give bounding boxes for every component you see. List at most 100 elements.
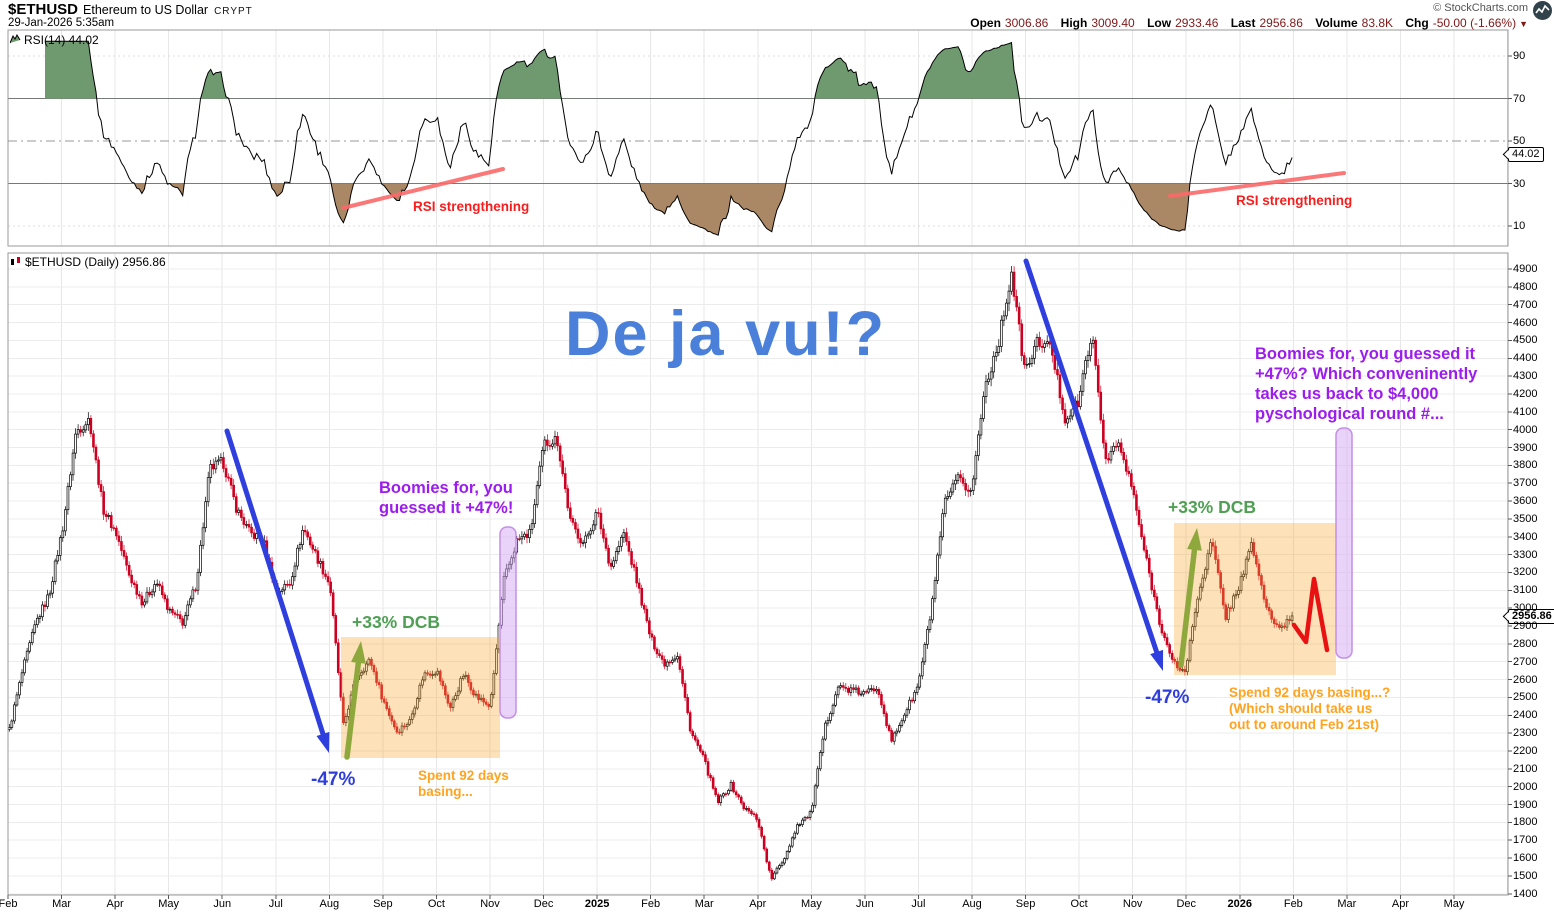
rsi-indicator-icon	[9, 33, 21, 44]
dejavu-title: De ja vu!?	[565, 299, 887, 369]
y-axis-label: 3400	[1513, 530, 1538, 543]
y-axis-label: 4700	[1513, 298, 1538, 311]
x-axis-label: Mar	[52, 898, 72, 910]
y-axis-label: 3900	[1513, 441, 1538, 454]
y-axis-label: 3200	[1513, 566, 1538, 579]
x-axis-label: May	[800, 898, 822, 910]
y-axis-label: 4900	[1513, 263, 1538, 275]
y-axis-label: 3100	[1513, 584, 1538, 597]
rsi-line	[45, 40, 1293, 236]
y-axis-label: 3300	[1513, 548, 1538, 561]
x-axis-label: Mar	[694, 898, 714, 910]
y-axis-label: 1500	[1513, 869, 1538, 882]
stockcharts-credit: © StockCharts.com	[1433, 2, 1528, 14]
rsi-strengthening-label-right: RSI strengthening	[1236, 193, 1353, 208]
candlestick-series	[8, 266, 1294, 881]
x-axis-label: Aug	[319, 898, 340, 910]
y-axis-label: 2600	[1513, 673, 1538, 686]
gridlines	[7, 30, 1509, 895]
open-label: Open	[970, 16, 1001, 30]
y-axis-label: 3800	[1513, 459, 1538, 472]
boomies-note-left: Boomies for, you guessed it +47%!	[379, 479, 514, 517]
decline-arrow-left	[224, 428, 330, 753]
y-axis-label: 2100	[1513, 762, 1538, 775]
rsi-axis-label: 10	[1513, 220, 1526, 233]
y-axis-label: 4600	[1513, 316, 1538, 329]
y-axis-label: 4400	[1513, 352, 1538, 365]
y-axis-label: 2400	[1513, 709, 1538, 722]
x-axis-label: 2026	[1227, 898, 1252, 910]
stockcharts-logo-icon	[1533, 1, 1552, 20]
last-label: Last	[1230, 16, 1256, 30]
y-axis-label: 2800	[1513, 637, 1538, 650]
x-axis-label: Apr	[749, 898, 767, 910]
rsi-oversold-fill	[45, 183, 1293, 236]
rsi-trendline-right	[1168, 171, 1346, 198]
y-axis-label: 2500	[1513, 691, 1538, 704]
x-axis-label: Feb	[1283, 898, 1303, 910]
rsi-axis-label: 70	[1513, 92, 1526, 105]
basing-box-left	[341, 637, 500, 758]
y-axis-label: 3500	[1513, 512, 1538, 525]
low-value: 2933.46	[1175, 16, 1219, 30]
y-axis-label: 4800	[1513, 280, 1538, 293]
x-axis-label: Aug	[962, 898, 982, 910]
breakout-band-left	[499, 526, 517, 719]
x-axis-label: Oct	[427, 898, 445, 910]
y-axis-label: 2300	[1513, 727, 1538, 740]
rsi-trendline-left	[341, 167, 505, 210]
axis-ticks	[7, 55, 1512, 899]
rsi-strengthening-label-left: RSI strengthening	[413, 199, 530, 214]
rsi-panel-label: RSI(14) 44.02	[9, 33, 99, 47]
x-axis-label: Dec	[1176, 898, 1196, 910]
rsi-value-tag: 44.02	[1508, 146, 1544, 162]
x-axis-label: May	[158, 898, 180, 910]
low-label: Low	[1147, 16, 1172, 30]
price-panel-label: $ETHUSD (Daily) 2956.86	[10, 255, 166, 269]
y-axis-label: 4000	[1513, 423, 1538, 436]
x-axis-label: Feb	[0, 898, 18, 910]
y-axis-label: 1400	[1513, 887, 1538, 900]
x-axis-label: Feb	[641, 898, 661, 910]
dcb-arrow-right	[1178, 528, 1202, 668]
y-axis-label: 3600	[1513, 495, 1538, 508]
y-axis-label: 4500	[1513, 334, 1538, 347]
rsi-axis-label: 90	[1513, 50, 1526, 63]
y-axis-label: 1800	[1513, 816, 1538, 829]
volume-label: Volume	[1315, 16, 1358, 30]
price-indicator-icon	[11, 257, 20, 265]
basing-note-left: Spent 92 days basing...	[418, 768, 509, 799]
y-axis-label: 1700	[1513, 834, 1538, 847]
decline-arrow-right	[1023, 258, 1164, 671]
y-axis-label: 3000	[1513, 602, 1538, 615]
dcb-arrow-left	[344, 641, 366, 760]
chg-value: -50.00 (-1.66%)	[1432, 16, 1517, 30]
chart-datetime: 29-Jan-2026 5:35am	[8, 17, 115, 29]
boomies-note-right: Boomies for, you guessed it +47%? Which …	[1255, 345, 1478, 423]
dcb-label-right: +33% DCB	[1168, 497, 1257, 517]
x-axis-label: Nov	[480, 898, 500, 910]
quote-bar: Open 3006.86 High 3009.40 Low 2933.46 Last 2…	[961, 16, 1528, 30]
x-axis-label: Sep	[1015, 898, 1036, 910]
x-axis-label: Jul	[911, 898, 926, 910]
last-price-tag: 2956.86	[1508, 608, 1554, 624]
x-axis-label: Jul	[268, 898, 283, 910]
rsi-panel-border	[7, 29, 1509, 247]
x-axis-label: Dec	[533, 898, 554, 910]
rsi-overbought-fill	[45, 41, 1020, 99]
chg-label: Chg	[1405, 16, 1429, 30]
x-axis-label: Apr	[106, 898, 124, 910]
projection-zigzag	[1291, 576, 1330, 653]
x-axis-label: Sep	[373, 898, 393, 910]
x-axis-label: Oct	[1070, 898, 1088, 910]
y-axis-label: 4300	[1513, 370, 1538, 383]
y-axis-label: 3700	[1513, 477, 1538, 490]
x-axis-label: Jun	[856, 898, 874, 910]
y-axis-label: 1900	[1513, 798, 1538, 811]
minus47-label-left: -47%	[311, 769, 356, 790]
high-value: 3009.40	[1091, 16, 1135, 30]
y-axis-label: 2700	[1513, 655, 1538, 668]
y-axis-label: 4100	[1513, 405, 1538, 418]
chg-dropdown-icon[interactable]: ▼	[1519, 19, 1528, 29]
